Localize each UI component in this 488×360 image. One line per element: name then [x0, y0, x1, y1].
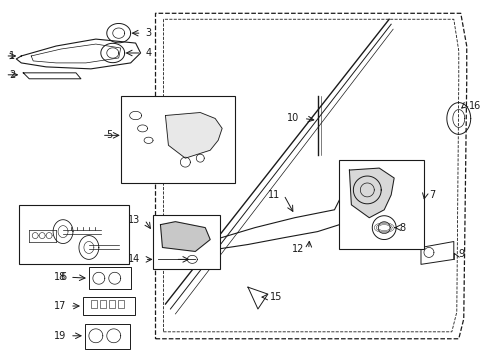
Bar [100, 300, 105, 308]
Bar [85, 324, 129, 349]
Text: 8: 8 [398, 222, 405, 233]
Bar [83, 297, 134, 315]
Text: 16: 16 [468, 100, 480, 111]
Bar [108, 300, 115, 308]
Text: 11: 11 [267, 190, 279, 200]
Text: 4: 4 [145, 48, 151, 58]
Bar [91, 300, 97, 308]
Text: 1: 1 [9, 51, 16, 61]
Bar [89, 267, 130, 289]
Polygon shape [349, 168, 393, 218]
Text: 9: 9 [458, 249, 464, 260]
Bar [118, 300, 123, 308]
Text: 7: 7 [428, 190, 434, 200]
Polygon shape [160, 222, 210, 251]
Text: 17: 17 [54, 301, 66, 311]
Text: 2: 2 [9, 70, 16, 80]
Text: 15: 15 [269, 292, 282, 302]
Text: 10: 10 [287, 113, 299, 123]
Polygon shape [165, 113, 222, 158]
Bar [19, 205, 128, 264]
Text: 13: 13 [128, 215, 141, 225]
Bar [339, 160, 423, 249]
Text: 3: 3 [145, 28, 151, 38]
Bar [121, 96, 235, 183]
Text: 18: 18 [54, 272, 66, 282]
Text: 19: 19 [54, 331, 66, 341]
Text: 12: 12 [292, 244, 304, 255]
Bar [152, 215, 220, 269]
Text: 6: 6 [60, 272, 66, 282]
Text: 5: 5 [105, 130, 112, 140]
Text: 14: 14 [128, 255, 141, 264]
